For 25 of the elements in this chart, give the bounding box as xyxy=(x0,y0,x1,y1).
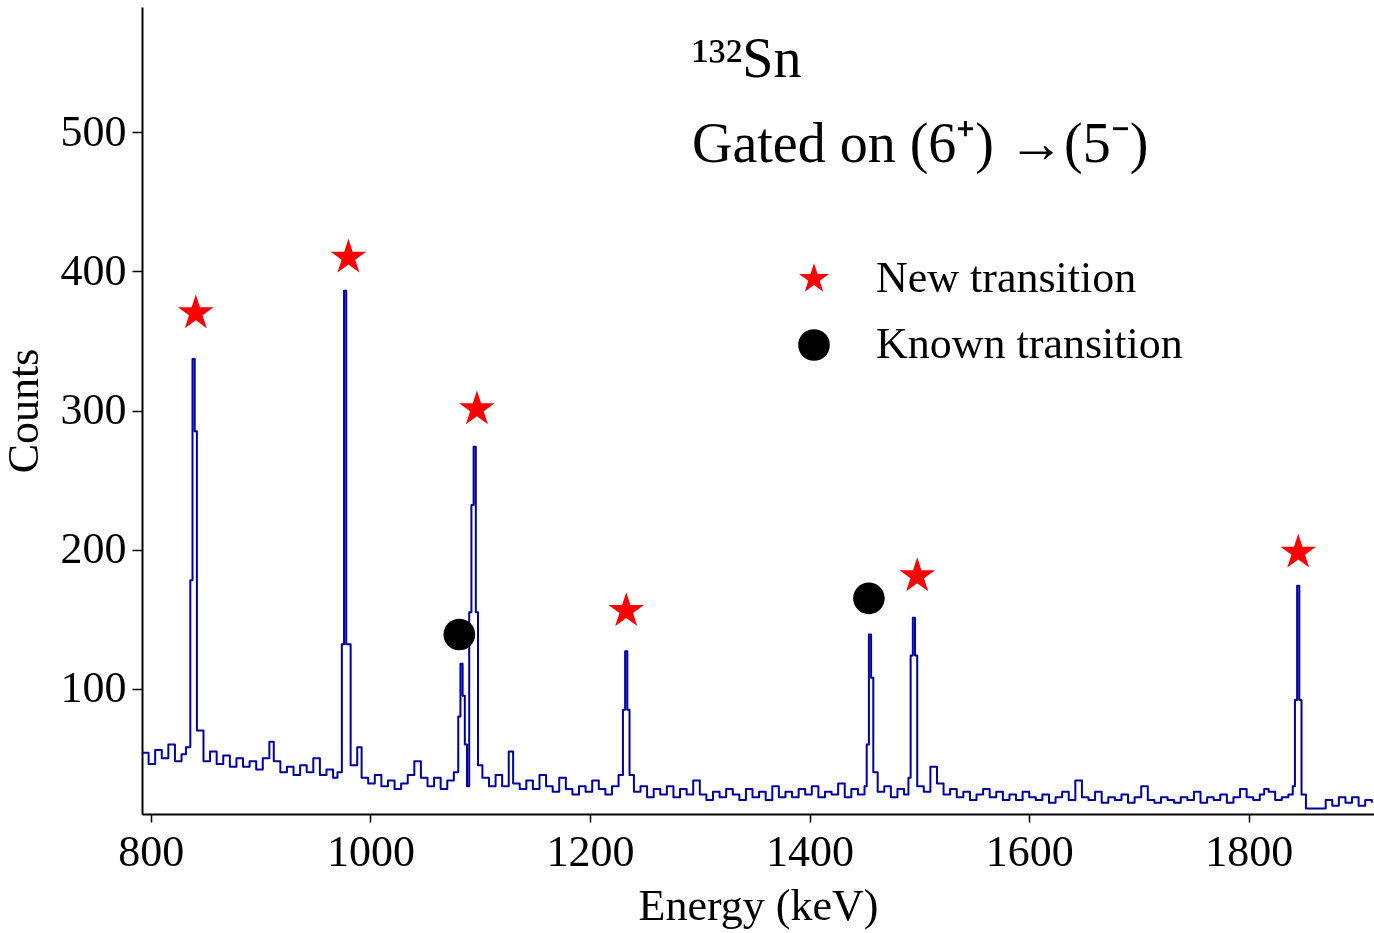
y-tick-label: 300 xyxy=(60,385,127,434)
x-tick-label: 1200 xyxy=(546,826,635,876)
point xyxy=(459,390,495,425)
annotation: Gated on (6⁺) →(5⁻) xyxy=(692,112,1149,175)
x-axis-title: Energy (keV) xyxy=(638,880,879,930)
point xyxy=(853,582,885,615)
y-tick-label: 400 xyxy=(60,245,127,295)
annotation: ¹³²Sn xyxy=(692,27,802,89)
legend-label: Known transition xyxy=(876,319,1183,368)
x-tick-label: 1400 xyxy=(766,826,855,876)
y-axis-title: Counts xyxy=(0,348,48,474)
y-tick-label: 100 xyxy=(60,663,127,713)
x-tick-label: 800 xyxy=(118,826,185,876)
point xyxy=(608,592,645,626)
point xyxy=(330,238,367,273)
point xyxy=(899,557,936,592)
point xyxy=(178,294,214,329)
x-tick-label: 1800 xyxy=(1205,826,1294,876)
x-tick-label: 1000 xyxy=(326,826,415,876)
legend-label: New transition xyxy=(876,253,1137,302)
x-tick-label: 1600 xyxy=(985,826,1074,876)
point xyxy=(443,618,476,651)
y-tick-label: 200 xyxy=(60,524,127,574)
point xyxy=(1280,533,1317,568)
y-tick-label: 500 xyxy=(60,106,127,156)
